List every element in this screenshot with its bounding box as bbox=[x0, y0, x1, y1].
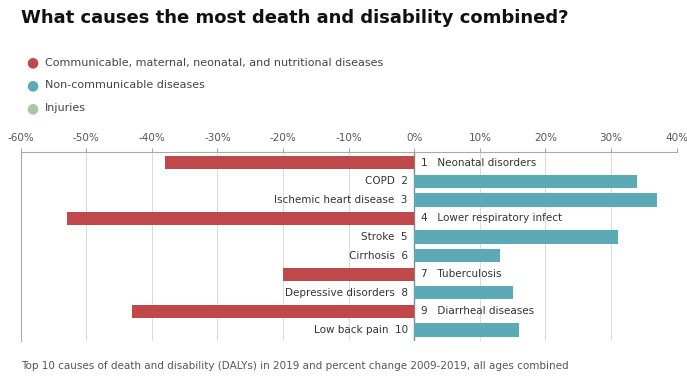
Bar bbox=[414, 249, 499, 262]
Text: Injuries: Injuries bbox=[45, 103, 86, 113]
Bar bbox=[414, 175, 638, 188]
Text: Depressive disorders  8: Depressive disorders 8 bbox=[284, 288, 407, 298]
Bar bbox=[67, 212, 414, 225]
Text: Low back pain  10: Low back pain 10 bbox=[313, 325, 407, 335]
Text: Ischemic heart disease  3: Ischemic heart disease 3 bbox=[274, 195, 407, 205]
Bar bbox=[414, 323, 519, 337]
Text: 1   Neonatal disorders: 1 Neonatal disorders bbox=[421, 158, 536, 168]
Text: Stroke  5: Stroke 5 bbox=[361, 232, 407, 242]
Bar bbox=[165, 156, 414, 169]
Text: Cirrhosis  6: Cirrhosis 6 bbox=[349, 251, 407, 261]
Text: Top 10 causes of death and disability (DALYs) in 2019 and percent change 2009-20: Top 10 causes of death and disability (D… bbox=[21, 362, 568, 371]
Text: Non-communicable diseases: Non-communicable diseases bbox=[45, 80, 205, 90]
Bar bbox=[283, 268, 414, 281]
Bar bbox=[132, 305, 414, 318]
Text: 7   Tuberculosis: 7 Tuberculosis bbox=[421, 269, 502, 279]
Bar bbox=[414, 286, 513, 299]
Bar bbox=[414, 193, 657, 207]
Text: ●: ● bbox=[26, 56, 38, 69]
Bar bbox=[414, 230, 618, 244]
Text: 4   Lower respiratory infect: 4 Lower respiratory infect bbox=[421, 213, 562, 224]
Text: COPD  2: COPD 2 bbox=[365, 176, 407, 186]
Text: ●: ● bbox=[26, 78, 38, 92]
Text: Communicable, maternal, neonatal, and nutritional diseases: Communicable, maternal, neonatal, and nu… bbox=[45, 58, 383, 67]
Text: What causes the most death and disability combined?: What causes the most death and disabilit… bbox=[21, 9, 568, 27]
Text: 9   Diarrheal diseases: 9 Diarrheal diseases bbox=[421, 306, 534, 316]
Text: ●: ● bbox=[26, 101, 38, 115]
